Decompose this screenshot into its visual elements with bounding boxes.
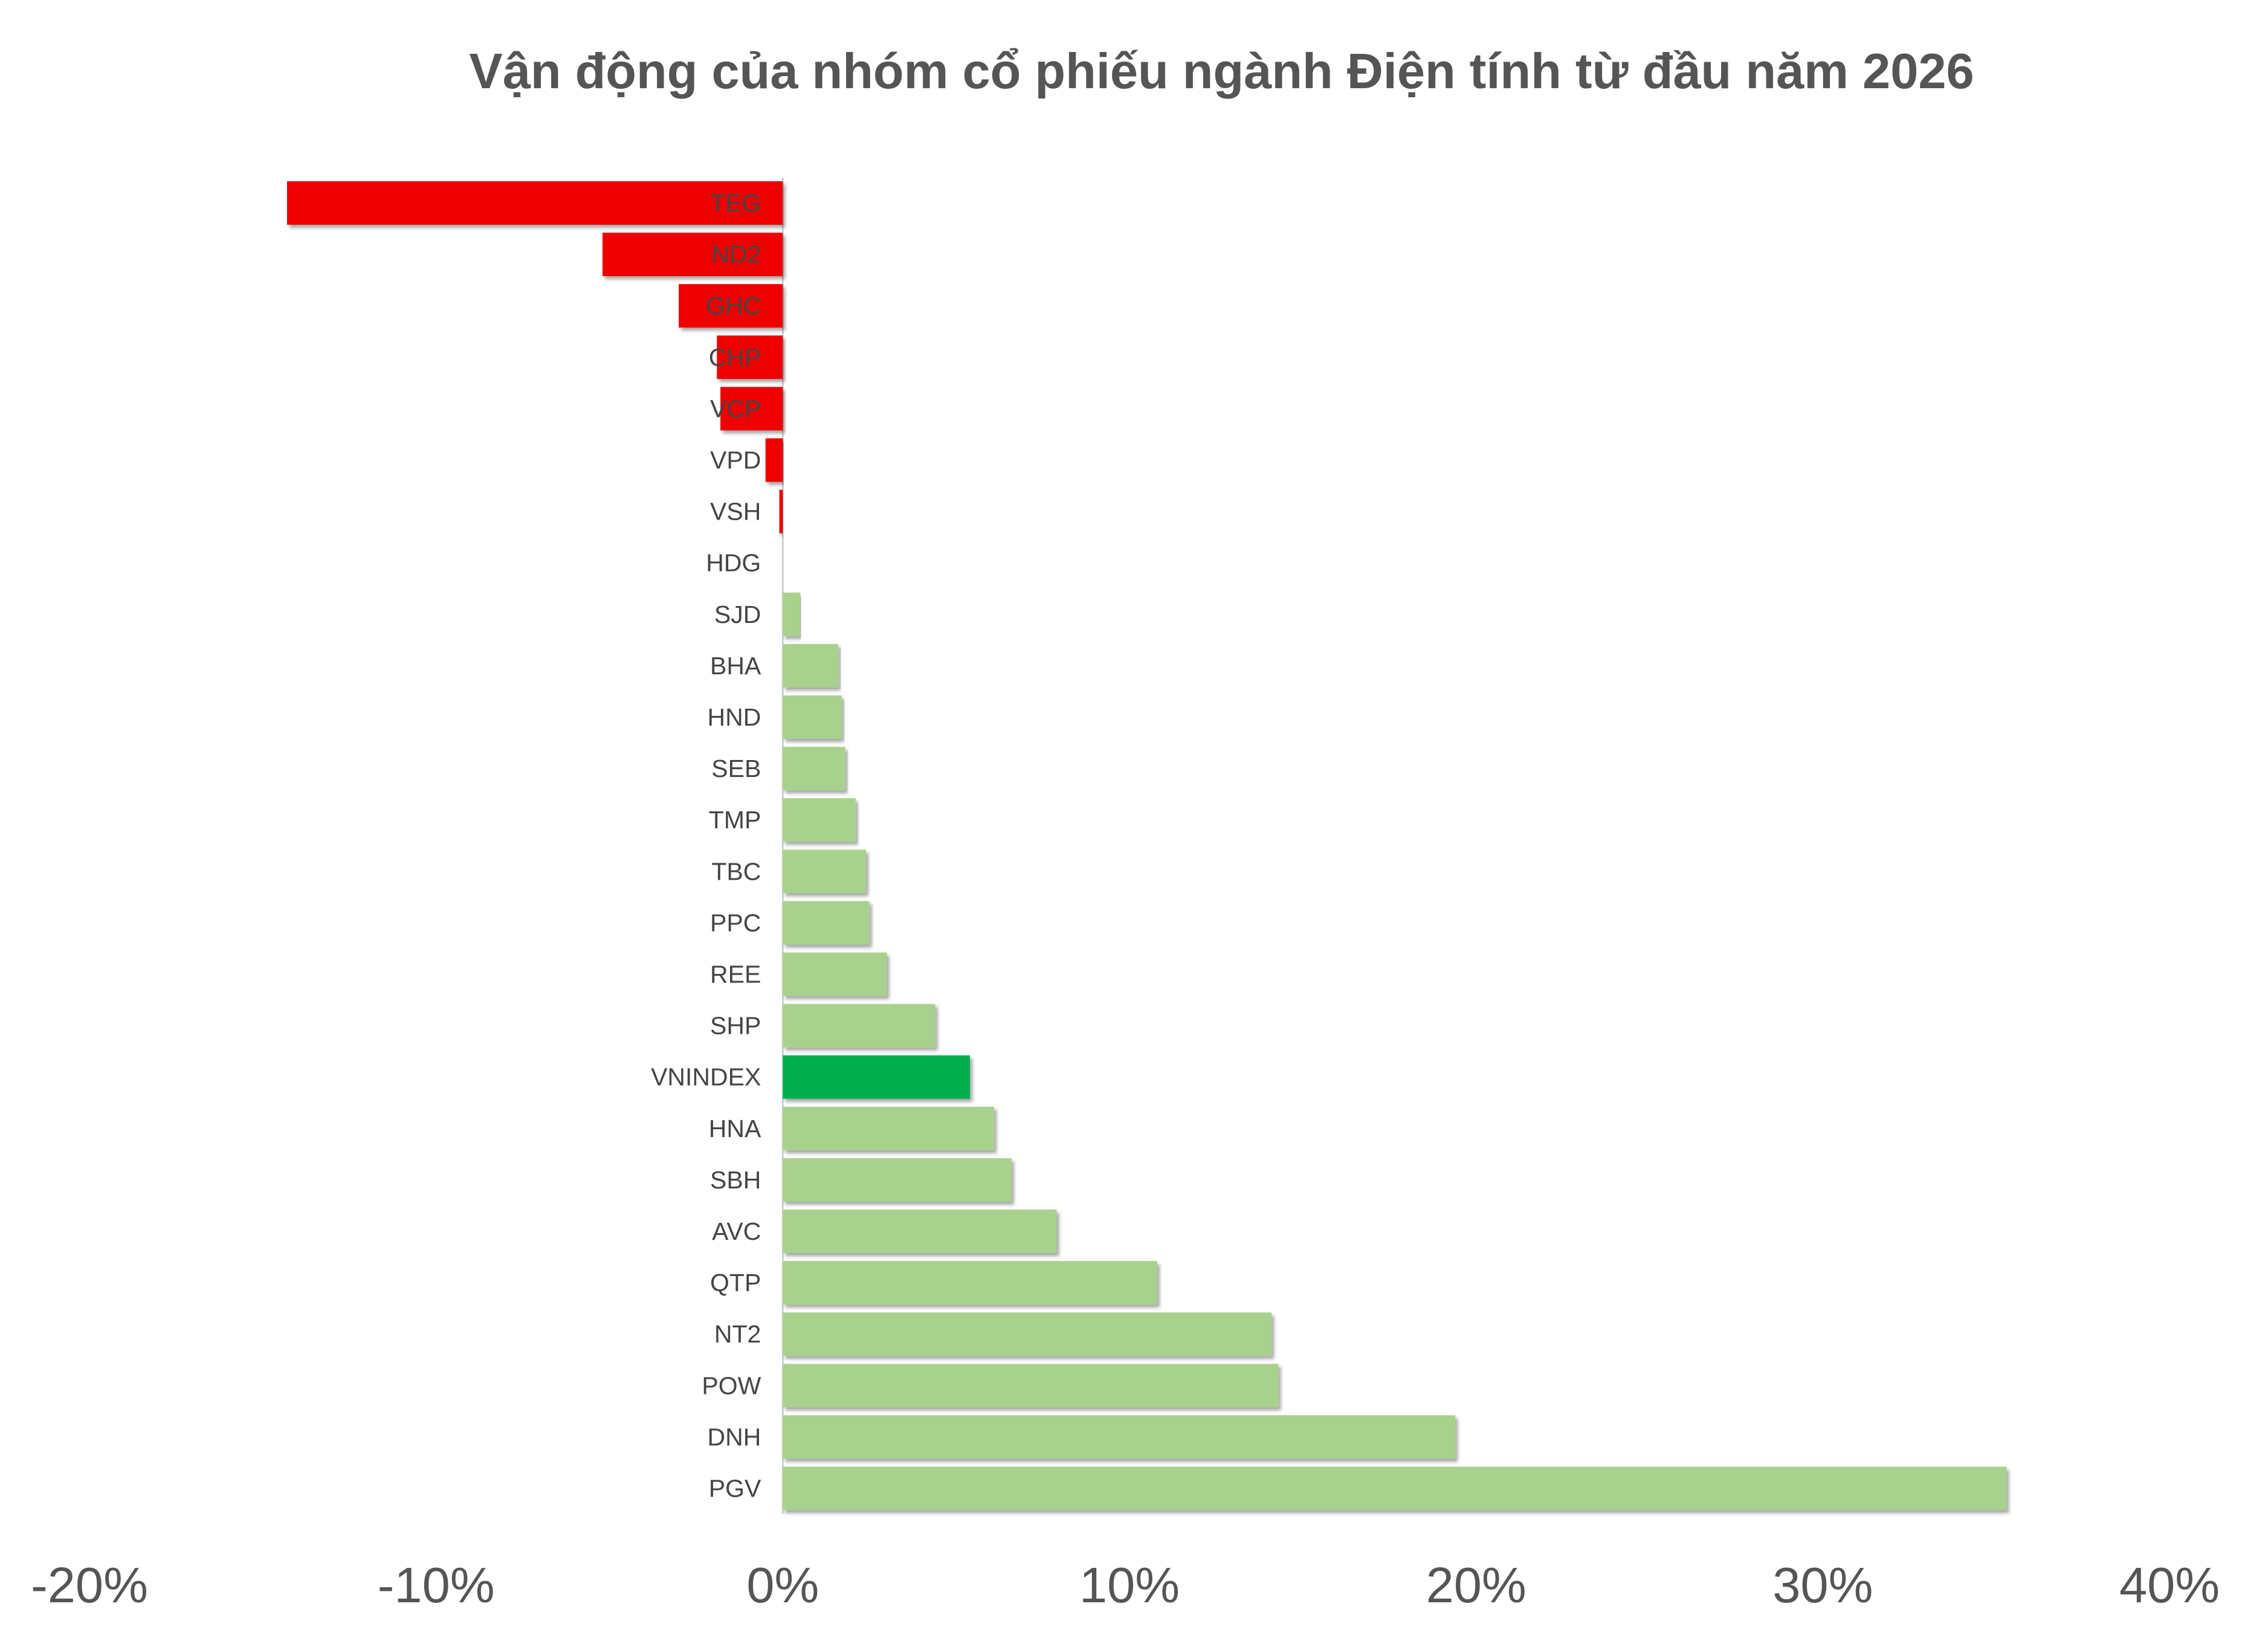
category-label-bha: BHA — [710, 652, 761, 680]
category-label-pow: POW — [702, 1371, 761, 1399]
category-label-avc: AVC — [712, 1217, 761, 1245]
x-tick-label: 30% — [1772, 1557, 1873, 1613]
bar-nd2 — [603, 233, 783, 277]
bar-pgv — [783, 1466, 2007, 1510]
category-label-sbh: SBH — [710, 1166, 761, 1194]
category-label-ghc: GHC — [706, 292, 761, 320]
bar-tbc — [783, 849, 866, 894]
bar-qtp — [783, 1261, 1157, 1305]
bar-hnd — [783, 695, 842, 739]
bar-vcp — [720, 387, 783, 431]
category-label-vnindex: VNINDEX — [651, 1063, 761, 1091]
category-label-shp: SHP — [710, 1012, 761, 1040]
category-label-hnd: HND — [708, 703, 761, 731]
x-tick-label: -20% — [31, 1557, 148, 1613]
bar-vpd — [765, 438, 783, 482]
bar-vnindex — [783, 1055, 971, 1099]
bar-sjd — [783, 592, 800, 636]
bar-sbh — [783, 1158, 1012, 1202]
x-axis-tick-labels: -20% -10% 0% 10% 20% 30% 40% — [31, 1557, 2220, 1613]
category-label-dnh: DNH — [708, 1423, 761, 1451]
category-label-tmp: TMP — [709, 806, 761, 834]
bar-dnh — [783, 1415, 1456, 1459]
x-tick-label: 40% — [2119, 1557, 2220, 1613]
bars-group — [287, 181, 2007, 1510]
bar-shp — [783, 1004, 935, 1048]
bar-tmp — [783, 798, 856, 842]
x-tick-label: -10% — [378, 1557, 495, 1613]
bar-avc — [783, 1210, 1057, 1253]
category-label-ppc: PPC — [710, 909, 761, 936]
bar-vsh — [779, 489, 783, 533]
chart-title: Vận động của nhóm cổ phiếu ngành Điện tí… — [469, 43, 1974, 99]
category-label-tbc: TBC — [711, 857, 761, 885]
bar-chp — [717, 335, 783, 379]
category-label-qtp: QTP — [710, 1269, 761, 1297]
bar-nt2 — [783, 1312, 1272, 1356]
bar-ppc — [783, 901, 870, 945]
category-label-vpd: VPD — [710, 446, 761, 474]
category-label-chp: CHP — [709, 343, 761, 371]
x-tick-label: 10% — [1079, 1557, 1180, 1613]
bar-ghc — [679, 284, 783, 328]
bar-teg — [287, 181, 783, 225]
bar-pow — [783, 1364, 1279, 1408]
category-label-nt2: NT2 — [714, 1320, 761, 1348]
category-label-teg: TEG — [710, 189, 761, 217]
category-label-seb: SEB — [711, 755, 761, 782]
bar-bha — [783, 643, 839, 688]
category-label-hna: HNA — [709, 1115, 761, 1143]
bar-seb — [783, 747, 845, 791]
category-label-pgv: PGV — [709, 1475, 761, 1503]
category-labels: TEG ND2 GHC CHP VCP VPD VSH HDG SJD BHA HND SEB TMP T… — [651, 189, 761, 1503]
bar-ree — [783, 952, 887, 996]
category-label-vsh: VSH — [710, 498, 761, 526]
bar-hna — [783, 1106, 995, 1150]
category-label-vcp: VCP — [710, 395, 761, 422]
category-label-ree: REE — [710, 961, 761, 988]
category-label-hdg: HDG — [706, 549, 761, 577]
x-tick-label: 20% — [1426, 1557, 1527, 1613]
x-tick-label: 0% — [746, 1557, 819, 1613]
category-label-nd2: ND2 — [711, 240, 761, 268]
category-label-sjd: SJD — [714, 601, 761, 628]
